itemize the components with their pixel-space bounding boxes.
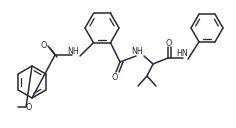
- Text: HN: HN: [176, 50, 188, 58]
- Text: NH: NH: [67, 46, 79, 56]
- Text: O: O: [166, 39, 172, 47]
- Text: NH: NH: [131, 47, 143, 56]
- Text: O: O: [112, 72, 118, 82]
- Text: O: O: [41, 40, 47, 50]
- Text: O: O: [26, 103, 32, 111]
